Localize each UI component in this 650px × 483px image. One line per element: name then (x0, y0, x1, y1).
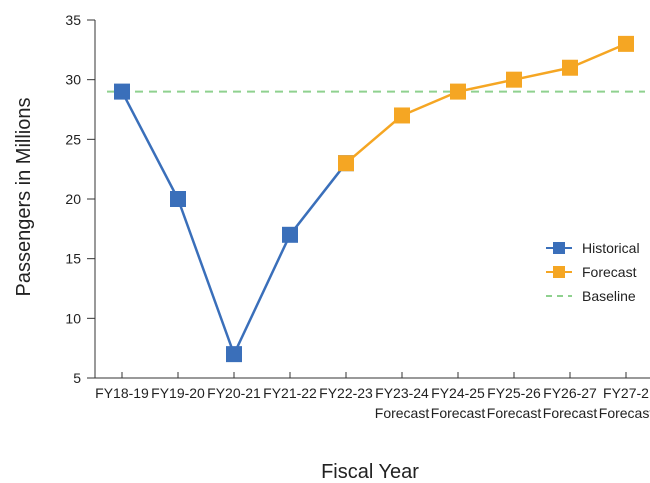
y-tick-label: 35 (65, 12, 81, 28)
x-tick-label: FY25-26 (487, 385, 541, 401)
forecast-data-point (394, 107, 410, 124)
x-tick-label: FY20-21 (207, 385, 261, 401)
x-axis-ticks: FY18-19 FY19-20 FY20-21 FY21-22 FY22-23 FY23-… (95, 372, 650, 421)
x-tick-label: Forecast (487, 405, 542, 421)
x-tick-label: FY24-25 (431, 385, 485, 401)
y-tick-label: 25 (65, 131, 81, 147)
x-tick-label: Forecast (375, 405, 430, 421)
forecast-data-point (562, 59, 578, 76)
forecast-data-point (338, 155, 354, 172)
baseline-legend-label: Baseline (582, 288, 636, 304)
y-tick-label: 30 (65, 72, 81, 88)
y-axis-title: Passengers in Millions (13, 98, 35, 297)
series-layer (107, 35, 645, 363)
forecast-series-line (345, 42, 627, 165)
y-tick-label: 20 (65, 191, 81, 207)
x-tick-label: FY26-27 (543, 385, 597, 401)
historical-legend-marker (553, 242, 565, 254)
x-tick-label: FY19-20 (151, 385, 205, 401)
legend: Historical Forecast Baseline (546, 240, 640, 304)
x-tick-label: FY22-23 (319, 385, 373, 401)
historical-data-point (226, 346, 242, 363)
y-tick-label: 15 (65, 251, 81, 267)
x-tick-label: FY27-2 (603, 385, 649, 401)
forecast-data-point (506, 71, 522, 88)
historical-data-point (170, 191, 186, 207)
forecast-legend-marker (553, 266, 565, 278)
historical-series-line (120, 91, 347, 356)
x-tick-label: Forecast (431, 405, 486, 421)
x-tick-label: FY23-24 (375, 385, 429, 401)
y-tick-label: 10 (65, 310, 81, 326)
x-tick-label: Forecast (543, 405, 598, 421)
historical-legend-label: Historical (582, 240, 640, 256)
x-axis-title: Fiscal Year (321, 461, 419, 483)
x-tick-label: Forecast (599, 405, 650, 421)
forecast-legend-label: Forecast (582, 264, 637, 280)
historical-data-point (282, 226, 298, 243)
y-axis-ticks: 5 10 15 20 25 30 35 (65, 12, 95, 386)
forecast-data-point (618, 35, 634, 52)
y-tick-label: 5 (73, 370, 81, 386)
historical-data-point (114, 83, 130, 100)
forecast-data-point (450, 83, 466, 100)
x-tick-label: FY18-19 (95, 385, 149, 401)
x-tick-label: FY21-22 (263, 385, 317, 401)
